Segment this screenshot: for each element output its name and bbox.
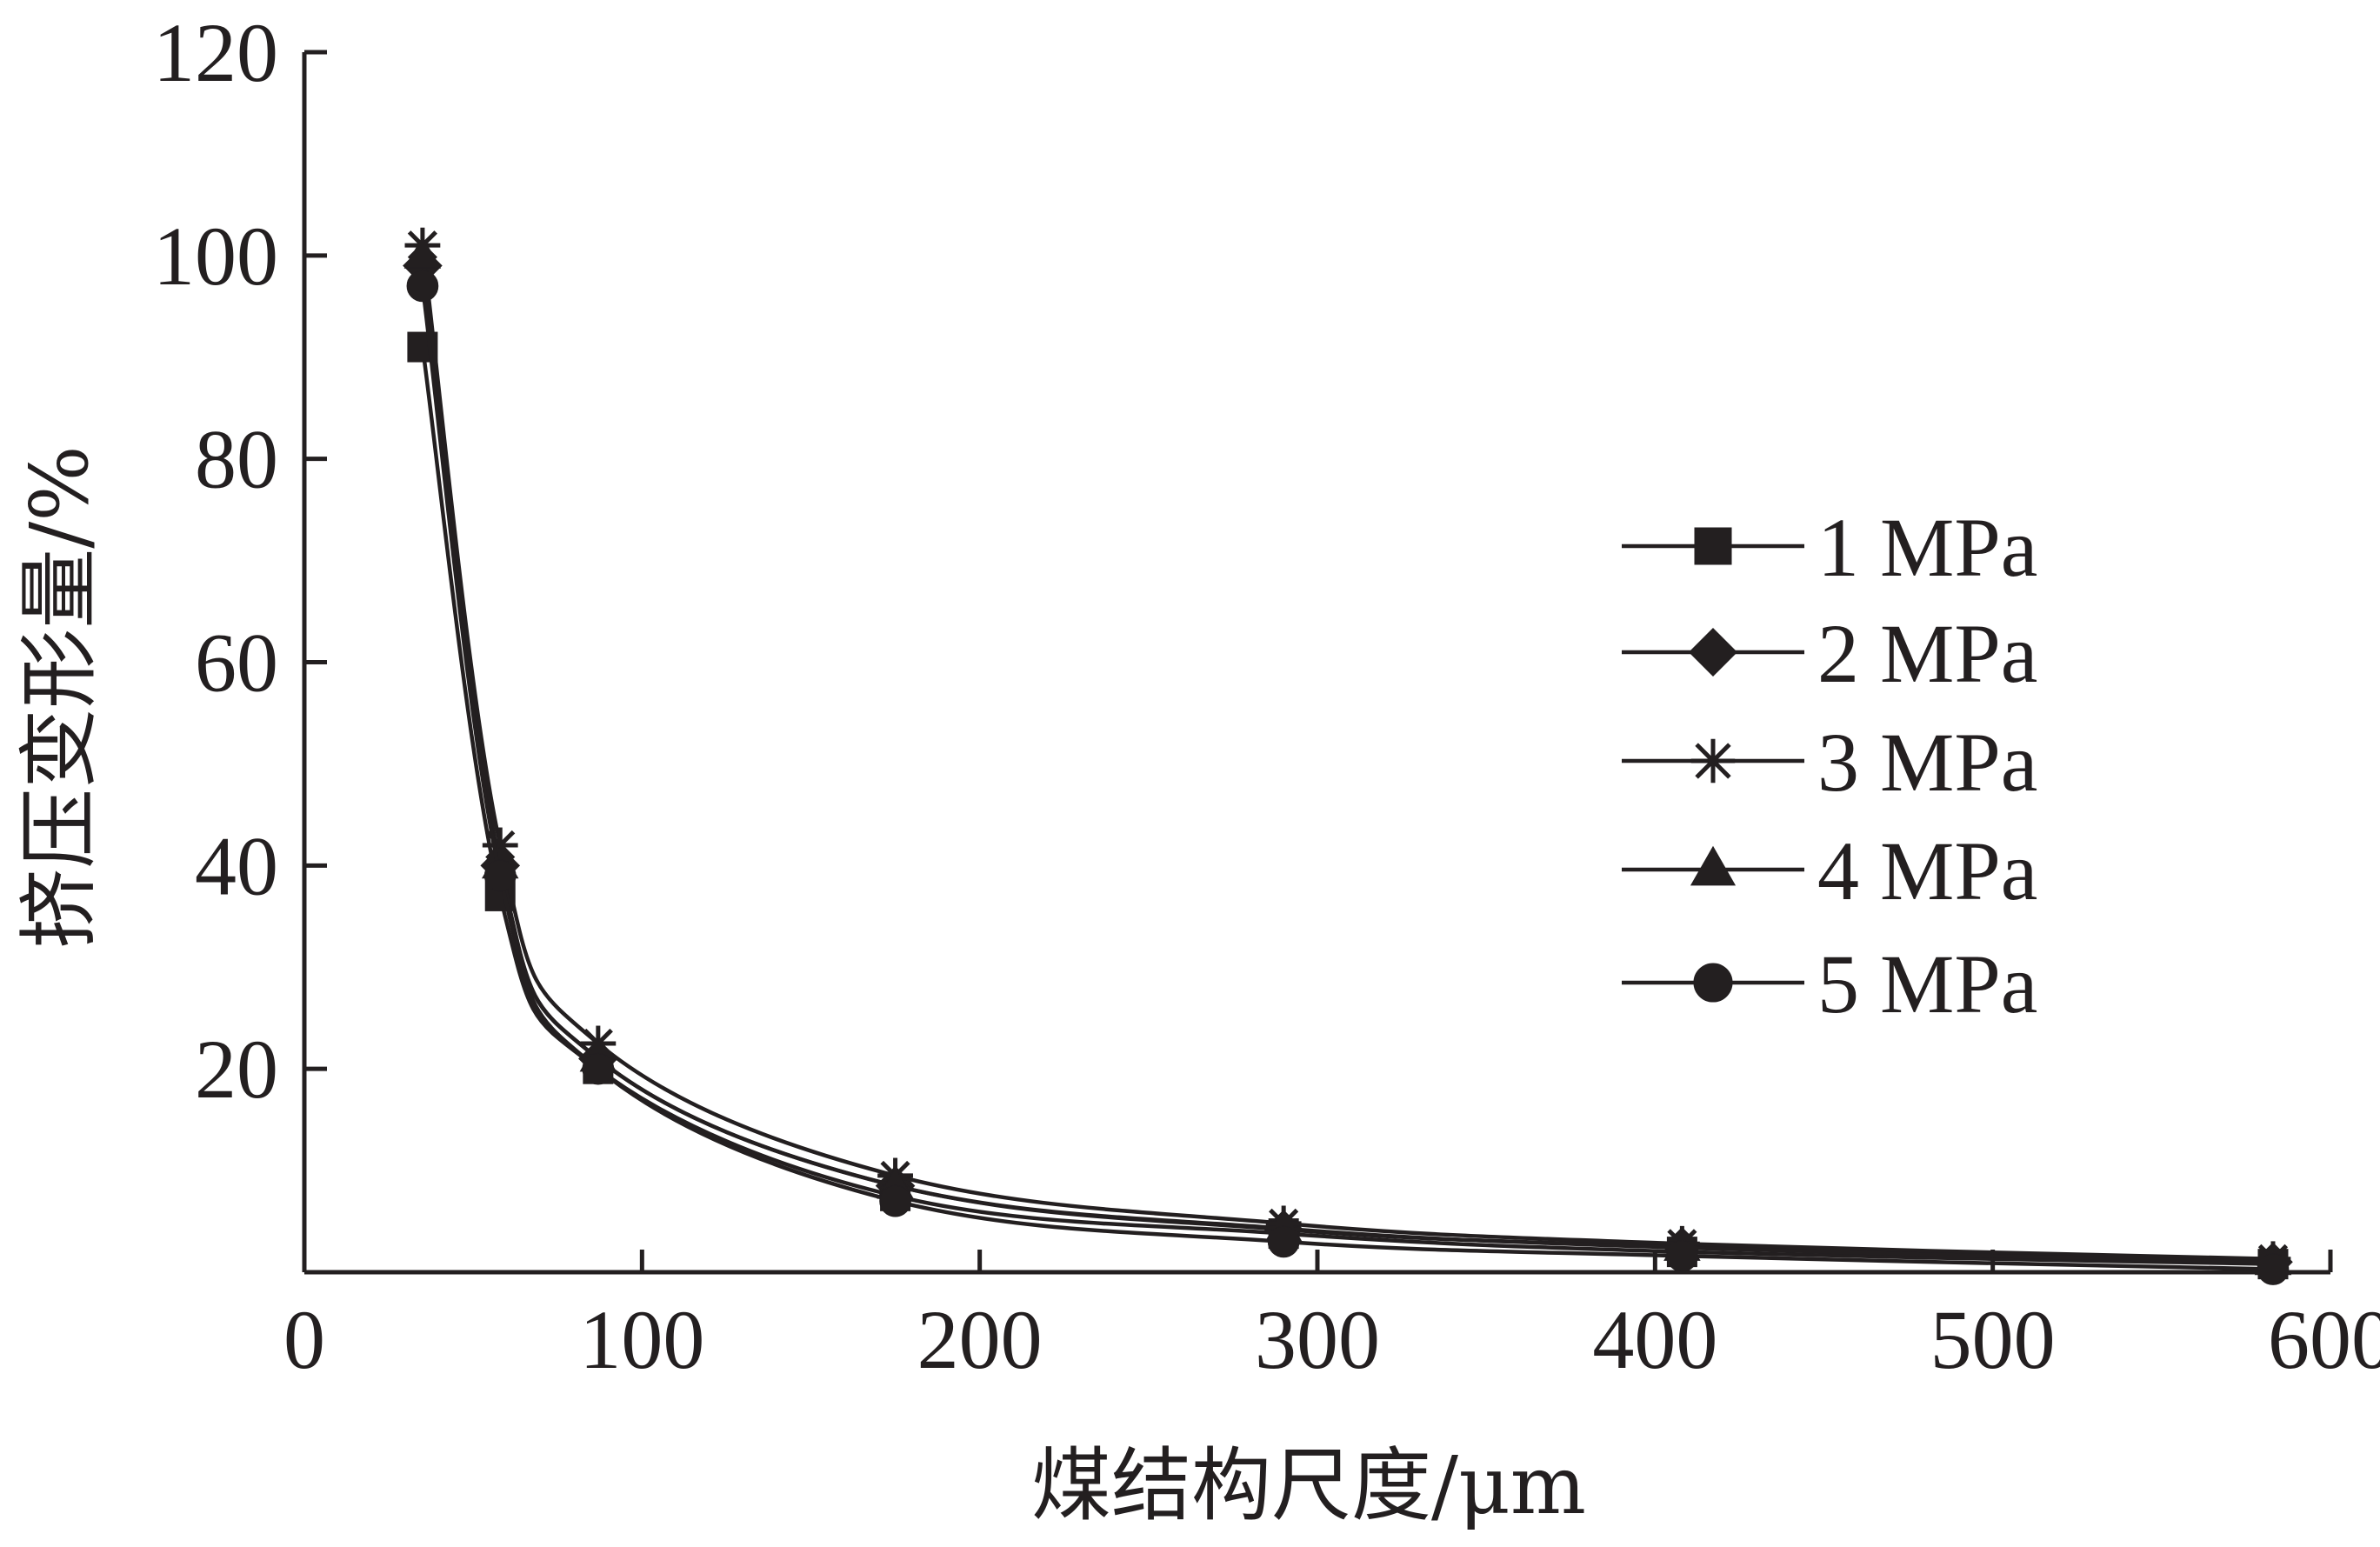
series-line (420, 346, 2274, 1266)
series-line (420, 255, 2274, 1264)
legend-item: 5 MPa (1622, 937, 2037, 1030)
y-tick-label: 40 (195, 819, 278, 912)
series-line (420, 244, 2274, 1262)
x-axis-title: 煤结构尺度/μm (1031, 1439, 1586, 1532)
y-tick-label: 120 (153, 6, 278, 99)
x-ticks: 0 100 200 300 400 500 600 (283, 1250, 2380, 1386)
x-tick-label: 300 (1255, 1293, 1380, 1386)
legend-item: 2 MPa (1622, 607, 2037, 700)
x-tick-label: 200 (917, 1293, 1043, 1386)
legend: 1 MPa 2 MPa 3 MPa 4 MPa 5 MPa (1622, 501, 2037, 1030)
legend-item: 4 MPa (1622, 824, 2037, 917)
legend-marker (1688, 627, 1738, 677)
legend-item: 1 MPa (1622, 501, 2037, 594)
legend-item: 3 MPa (1622, 716, 2037, 809)
x-tick-label: 400 (1592, 1293, 1717, 1386)
legend-label: 4 MPa (1817, 824, 2037, 917)
legend-label: 2 MPa (1817, 607, 2037, 700)
series-layer (403, 227, 2293, 1285)
data-point (582, 1052, 615, 1085)
legend-marker (1694, 527, 1732, 565)
series-line (420, 285, 2274, 1271)
legend-marker (1690, 845, 1737, 886)
y-tick-label: 60 (195, 617, 278, 710)
data-point (1666, 1239, 1698, 1272)
x-tick-label: 500 (1930, 1293, 2056, 1386)
data-point (406, 270, 439, 303)
data-point (2257, 1253, 2290, 1285)
x-tick-label: 600 (2268, 1293, 2380, 1386)
y-tick-label: 80 (195, 413, 278, 506)
y-ticks: 20 40 60 80 100 120 (153, 6, 327, 1116)
legend-marker (1690, 738, 1736, 784)
legend-marker (1693, 963, 1733, 1003)
y-tick-label: 100 (153, 210, 278, 303)
data-point (483, 859, 517, 892)
legend-label: 3 MPa (1817, 716, 2037, 809)
legend-label: 5 MPa (1817, 937, 2037, 1030)
y-axis-title: 挤压变形量/% (13, 445, 106, 948)
x-tick-label: 0 (283, 1293, 325, 1386)
legend-label: 1 MPa (1817, 501, 2037, 594)
data-point (1267, 1225, 1300, 1258)
data-point (879, 1184, 911, 1217)
y-tick-label: 20 (195, 1023, 278, 1116)
data-point (403, 236, 442, 269)
series-5 (406, 270, 2290, 1285)
x-tick-label: 100 (579, 1293, 704, 1386)
